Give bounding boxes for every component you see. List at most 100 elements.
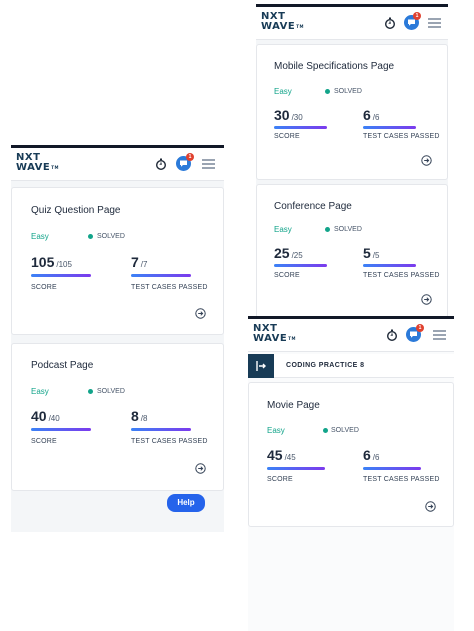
problem-card-movie[interactable]: Movie Page Easy SOLVED 45/45 SCORE 6/6 T… <box>248 382 454 527</box>
difficulty-label: Easy <box>267 426 285 435</box>
logo-line-2: WAVE <box>16 162 51 173</box>
score-progress-bar <box>267 467 325 470</box>
solved-dot-icon <box>323 428 328 433</box>
test-cases-max: /5 <box>372 251 380 260</box>
test-cases-label: TEST CASES PASSED <box>363 133 440 140</box>
test-cases-max: /6 <box>372 113 380 122</box>
test-cases-label: TEST CASES PASSED <box>131 438 208 445</box>
score-max: /45 <box>284 453 296 462</box>
difficulty-label: Easy <box>274 225 292 234</box>
card-title: Quiz Question Page <box>31 205 121 216</box>
card-title: Movie Page <box>267 400 320 411</box>
collapse-sidebar-icon[interactable] <box>248 354 274 378</box>
difficulty-label: Easy <box>31 232 49 241</box>
difficulty-label: Easy <box>31 387 49 396</box>
problem-card-quiz-question[interactable]: Quiz Question Page Easy SOLVED 105/105 S… <box>11 187 224 335</box>
arrow-right-circle-icon[interactable] <box>425 501 436 512</box>
score-progress-bar <box>274 126 327 129</box>
test-cases-progress-bar <box>363 126 416 129</box>
solved-dot-icon <box>88 389 93 394</box>
test-cases-value: 6/6 <box>363 447 380 463</box>
hamburger-menu-icon[interactable] <box>428 18 441 28</box>
test-cases-progress-bar <box>363 264 416 267</box>
help-button[interactable]: Help <box>167 494 205 512</box>
problem-card-conference[interactable]: Conference Page Easy SOLVED 25/25 SCORE … <box>256 184 448 318</box>
arrow-right-circle-icon[interactable] <box>195 463 206 474</box>
score-label: SCORE <box>31 284 57 291</box>
test-cases-label: TEST CASES PASSED <box>363 476 440 483</box>
score-label: SCORE <box>267 476 293 483</box>
notification-badge: 1 <box>186 153 194 161</box>
score-label: SCORE <box>274 133 300 140</box>
score-progress-bar <box>274 264 327 267</box>
test-cases-value: 7/7 <box>131 254 148 270</box>
arrow-right-circle-icon[interactable] <box>421 155 432 166</box>
card-title: Conference Page <box>274 201 352 212</box>
arrow-right-circle-icon[interactable] <box>421 294 432 305</box>
coding-practice-title: CODING PRACTICE 8 <box>286 362 365 369</box>
score-max: /25 <box>291 251 303 260</box>
score-value: 25/25 <box>274 245 303 261</box>
timer-icon[interactable] <box>384 17 396 29</box>
test-cases-max: /7 <box>140 260 148 269</box>
top-navbar: NXT WAVETM 1 <box>11 145 224 181</box>
score-max: /40 <box>48 414 60 423</box>
top-navbar: NXT WAVETM 1 <box>248 316 454 352</box>
hamburger-menu-icon[interactable] <box>433 330 446 340</box>
arrow-right-circle-icon[interactable] <box>195 308 206 319</box>
test-cases-value: 6/6 <box>363 107 380 123</box>
solved-label: SOLVED <box>331 427 359 434</box>
score-label: SCORE <box>274 272 300 279</box>
score-value: 40/40 <box>31 408 60 424</box>
score-value: 45/45 <box>267 447 296 463</box>
solved-dot-icon <box>325 89 330 94</box>
nxtwave-logo[interactable]: NXT WAVETM <box>261 12 304 32</box>
nxtwave-logo[interactable]: NXT WAVETM <box>253 324 296 344</box>
score-progress-bar <box>31 274 91 277</box>
test-cases-progress-bar <box>131 428 191 431</box>
test-cases-progress-bar <box>131 274 191 277</box>
notification-badge: 1 <box>416 324 424 332</box>
left-screenshot-panel: NXT WAVETM 1 Quiz Question Page Easy SOLV… <box>11 145 224 532</box>
score-value: 30/30 <box>274 107 303 123</box>
test-cases-value: 5/5 <box>363 245 380 261</box>
test-cases-max: /6 <box>372 453 380 462</box>
test-cases-max: /8 <box>140 414 148 423</box>
score-max: /30 <box>291 113 303 122</box>
test-cases-label: TEST CASES PASSED <box>131 284 208 291</box>
logo-line-1: NXT <box>16 152 41 163</box>
card-title: Podcast Page <box>31 360 94 371</box>
right-top-screenshot-panel: NXT WAVETM 1 Mobile Specifications Page E… <box>256 4 448 318</box>
difficulty-label: Easy <box>274 87 292 96</box>
timer-icon[interactable] <box>155 158 167 170</box>
problem-card-podcast[interactable]: Podcast Page Easy SOLVED 40/40 SCORE 8/8… <box>11 343 224 491</box>
card-title: Mobile Specifications Page <box>274 61 395 72</box>
logo-line-1: NXT <box>261 11 286 22</box>
solved-dot-icon <box>88 234 93 239</box>
solved-dot-icon <box>325 227 330 232</box>
test-cases-label: TEST CASES PASSED <box>363 272 440 279</box>
logo-tm: TM <box>288 336 296 341</box>
top-navbar: NXT WAVETM 1 <box>256 4 448 40</box>
logo-tm: TM <box>51 165 59 170</box>
logo-line-2: WAVE <box>253 333 288 344</box>
solved-label: SOLVED <box>97 233 125 240</box>
coding-practice-header: CODING PRACTICE 8 <box>248 354 454 378</box>
logo-line-2: WAVE <box>261 21 296 32</box>
timer-icon[interactable] <box>386 329 398 341</box>
solved-label: SOLVED <box>334 226 362 233</box>
test-cases-value: 8/8 <box>131 408 148 424</box>
hamburger-menu-icon[interactable] <box>202 159 215 169</box>
logo-line-1: NXT <box>253 323 278 334</box>
problem-card-mobile-specifications[interactable]: Mobile Specifications Page Easy SOLVED 3… <box>256 44 448 180</box>
nxtwave-logo[interactable]: NXT WAVETM <box>16 153 59 173</box>
right-bottom-screenshot-panel: NXT WAVETM 1 CODING PRACTICE 8 Movie Page… <box>248 316 454 631</box>
score-progress-bar <box>31 428 91 431</box>
test-cases-progress-bar <box>363 467 421 470</box>
notification-badge: 1 <box>413 12 421 20</box>
solved-label: SOLVED <box>97 388 125 395</box>
logo-tm: TM <box>296 24 304 29</box>
solved-label: SOLVED <box>334 88 362 95</box>
score-value: 105/105 <box>31 254 72 270</box>
score-label: SCORE <box>31 438 57 445</box>
